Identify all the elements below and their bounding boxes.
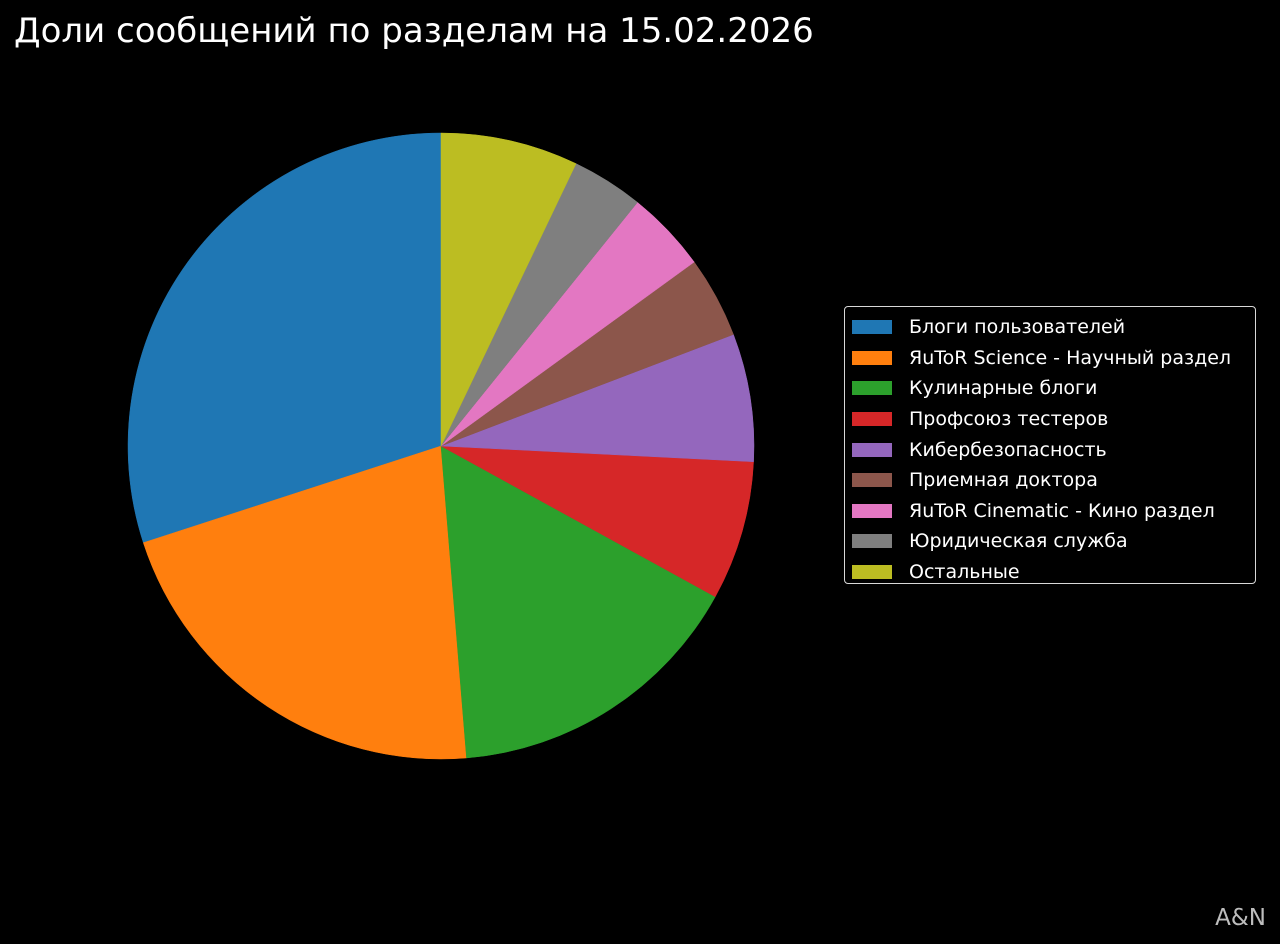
legend: Блоги пользователей ЯuToR Science - Научн… [844, 306, 1256, 584]
legend-item: Блоги пользователей [852, 312, 1255, 343]
legend-swatch [852, 320, 892, 335]
pie-slice-5 [440, 334, 755, 462]
watermark: A&N [1215, 905, 1266, 931]
legend-item: Кулинарные блоги [852, 373, 1255, 404]
legend-item: Профсоюз тестеров [852, 404, 1255, 435]
legend-swatch [852, 350, 892, 365]
legend-label: Юридическая служба [909, 530, 1128, 553]
legend-swatch [852, 534, 892, 549]
pie-slice-9 [440, 132, 577, 447]
legend-item: ЯuToR Science - Научный раздел [852, 343, 1255, 374]
legend-label: Профсоюз тестеров [909, 408, 1109, 431]
legend-swatch [852, 473, 892, 488]
legend-item: Юридическая служба [852, 526, 1255, 557]
pie-slice-2 [143, 445, 467, 760]
legend-label: Приемная доктора [909, 469, 1098, 492]
legend-swatch [852, 565, 892, 580]
legend-item: ЯuToR Cinematic - Кино раздел [852, 496, 1255, 527]
legend-swatch [852, 381, 892, 396]
legend-item: Приемная доктора [852, 465, 1255, 496]
legend-swatch [852, 503, 892, 518]
pie-slice-1 [127, 132, 442, 544]
legend-item: Остальные [852, 557, 1255, 588]
legend-swatch [852, 412, 892, 427]
legend-items: Блоги пользователей ЯuToR Science - Научн… [852, 312, 1255, 587]
legend-label: ЯuToR Science - Научный раздел [909, 346, 1232, 369]
pie-slice-4 [440, 445, 754, 598]
pie-slices [127, 132, 755, 760]
legend-label: ЯuToR Cinematic - Кино раздел [909, 499, 1215, 522]
legend-label: Кибербезопасность [909, 438, 1107, 461]
legend-item: Кибербезопасность [852, 434, 1255, 465]
pie-slice-3 [440, 445, 716, 759]
legend-swatch [852, 442, 892, 457]
chart-title: Доли сообщений по разделам на 15.02.2026 [14, 11, 814, 51]
legend-label: Блоги пользователей [909, 316, 1126, 339]
legend-label: Кулинарные блоги [909, 377, 1098, 400]
legend-label: Остальные [909, 561, 1020, 584]
